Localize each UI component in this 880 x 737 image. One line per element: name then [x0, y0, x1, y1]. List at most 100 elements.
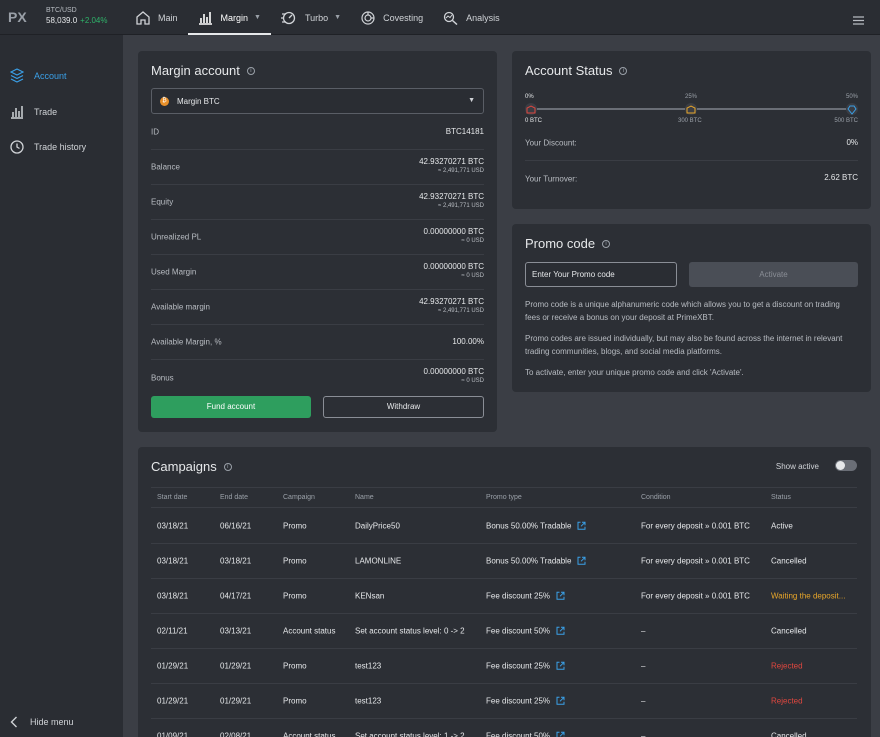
cell-condition: For every deposit » 0.001 BTC — [641, 521, 750, 531]
info-icon[interactable]: i — [602, 239, 611, 248]
promo-code-card: Promo code i Enter Your Promo code Activ… — [512, 224, 871, 392]
activate-button[interactable]: Activate — [689, 262, 858, 287]
top-bar: PX BTC/USD 58,039.0 +2.04% Main Margin ▼ … — [0, 0, 880, 35]
discount-row: Your Discount: 0% — [525, 126, 858, 161]
analysis-icon — [443, 11, 458, 25]
account-row-id: ID BTC14181 — [151, 115, 484, 150]
table-row: 03/18/21 03/18/21 Promo LAMONLINE Bonus 50.0… — [151, 544, 857, 579]
campaigns-title: Campaigns i — [151, 459, 232, 474]
layers-icon — [10, 68, 24, 83]
info-icon[interactable]: i — [246, 66, 255, 75]
bar-chart-icon — [11, 106, 23, 119]
cell-campaign: Account status — [283, 731, 336, 737]
sidebar-item-trade[interactable]: Trade — [10, 105, 57, 119]
hamburger-icon — [853, 16, 864, 25]
level-0-icon — [525, 103, 537, 115]
chevron-down-icon: ▼ — [468, 97, 475, 104]
external-link-icon[interactable] — [577, 557, 586, 566]
table-row: 03/18/21 04/17/21 Promo KENsan Fee discount … — [151, 579, 857, 614]
cell-start: 03/18/21 — [157, 521, 189, 531]
main-nav: Main Margin ▼ Turbo ▼ Covesting Analysis — [126, 0, 510, 35]
nav-covesting[interactable]: Covesting — [351, 0, 433, 35]
account-row-bonus: Bonus 0.00000000 BTC ≈ 0 USD — [151, 367, 484, 384]
withdraw-button[interactable]: Withdraw — [323, 396, 484, 418]
cell-name: Set account status level: 0 -> 2 — [355, 626, 465, 636]
cell-condition: – — [641, 661, 646, 671]
cell-name: test123 — [355, 661, 382, 671]
ticker-change: +2.04% — [80, 16, 108, 25]
external-link-icon[interactable] — [556, 662, 565, 671]
external-link-icon[interactable] — [556, 697, 565, 706]
account-status-card: Account Status i 0% 25% 50% 0 BTC 300 BT… — [512, 51, 871, 209]
cell-condition: – — [641, 731, 646, 737]
cell-promo-type: Fee discount 50% — [486, 626, 565, 635]
hamburger-menu-button[interactable] — [853, 12, 864, 30]
table-row: 03/18/21 06/16/21 Promo DailyPrice50 Bonus 5… — [151, 509, 857, 544]
hide-menu-button[interactable]: Hide menu — [10, 716, 74, 728]
account-id-value: BTC14181 — [445, 127, 484, 136]
cell-promo-type: Fee discount 25% — [486, 661, 565, 670]
cell-promo-type: Fee discount 25% — [486, 696, 565, 705]
cell-status: Waiting the deposit... — [771, 591, 846, 601]
external-link-icon[interactable] — [556, 627, 565, 636]
cell-start: 01/29/21 — [157, 661, 189, 671]
cell-promo-type: Fee discount 25% — [486, 591, 565, 600]
cell-end: 03/18/21 — [220, 556, 252, 566]
cell-end: 02/08/21 — [220, 731, 252, 737]
cell-name: KENsan — [355, 591, 385, 601]
turbo-icon — [280, 11, 296, 24]
cell-end: 06/16/21 — [220, 521, 252, 531]
level-1-icon — [685, 103, 697, 115]
cell-end: 01/29/21 — [220, 696, 252, 706]
logo[interactable]: PX — [8, 9, 27, 25]
cell-promo-type: Bonus 50.00% Tradable — [486, 521, 586, 530]
cell-start: 01/09/21 — [157, 731, 189, 737]
promo-code-title: Promo code i — [525, 236, 611, 251]
info-icon[interactable]: i — [223, 462, 232, 471]
account-status-title: Account Status i — [525, 63, 628, 78]
ticker-pair: BTC/USD — [46, 7, 77, 14]
cell-condition: – — [641, 696, 646, 706]
account-select[interactable]: ₿ Margin BTC ▼ — [151, 88, 484, 114]
cell-condition: – — [641, 626, 646, 636]
cell-campaign: Promo — [283, 556, 307, 566]
account-row-equity: Equity 42.93270271 BTC ≈ 2,491,771 USD — [151, 185, 484, 220]
table-row: 01/09/21 02/08/21 Account status Set accoun… — [151, 719, 857, 737]
cell-promo-type: Fee discount 50% — [486, 731, 565, 737]
external-link-icon[interactable] — [556, 592, 565, 601]
promo-code-input[interactable]: Enter Your Promo code — [525, 262, 677, 287]
sidebar-item-account[interactable]: Account — [10, 68, 67, 83]
account-row-available-margin-pct: Available Margin, % 100.00% — [151, 325, 484, 360]
margin-account-card: Margin account i ₿ Margin BTC ▼ ID BTC14… — [138, 51, 497, 432]
ticker[interactable]: BTC/USD 58,039.0 +2.04% — [46, 7, 108, 25]
cell-status: Active — [771, 521, 793, 531]
nav-main[interactable]: Main — [126, 0, 188, 35]
cell-campaign: Promo — [283, 521, 307, 531]
cell-status: Cancelled — [771, 731, 807, 737]
fund-account-button[interactable]: Fund account — [151, 396, 311, 418]
external-link-icon[interactable] — [556, 732, 565, 737]
cell-name: DailyPrice50 — [355, 521, 400, 531]
chevron-left-icon — [10, 716, 17, 728]
show-active-toggle[interactable] — [835, 460, 857, 471]
info-icon[interactable]: i — [619, 66, 628, 75]
promo-description-2: Promo codes are issued individually, but… — [525, 334, 843, 356]
discount-value: 0% — [846, 138, 858, 147]
sidebar: Account Trade Trade history Hide menu — [0, 35, 123, 737]
nav-margin[interactable]: Margin ▼ — [187, 0, 272, 35]
cell-name: test123 — [355, 696, 382, 706]
sidebar-item-trade-history[interactable]: Trade history — [10, 140, 86, 154]
cell-end: 01/29/21 — [220, 661, 252, 671]
promo-description-1: Promo code is a unique alphanumeric code… — [525, 300, 840, 322]
external-link-icon[interactable] — [577, 522, 586, 531]
chevron-down-icon: ▼ — [254, 14, 261, 21]
margin-account-title: Margin account i — [151, 63, 255, 78]
cell-condition: For every deposit » 0.001 BTC — [641, 556, 750, 566]
cell-campaign: Promo — [283, 696, 307, 706]
bar-chart-icon — [198, 11, 212, 25]
chevron-down-icon: ▼ — [334, 14, 342, 21]
cell-start: 02/11/21 — [157, 626, 188, 636]
account-row-available-margin: Available margin 42.93270271 BTC ≈ 2,491,… — [151, 290, 484, 325]
nav-analysis[interactable]: Analysis — [433, 0, 510, 35]
nav-turbo[interactable]: Turbo ▼ — [271, 0, 351, 35]
